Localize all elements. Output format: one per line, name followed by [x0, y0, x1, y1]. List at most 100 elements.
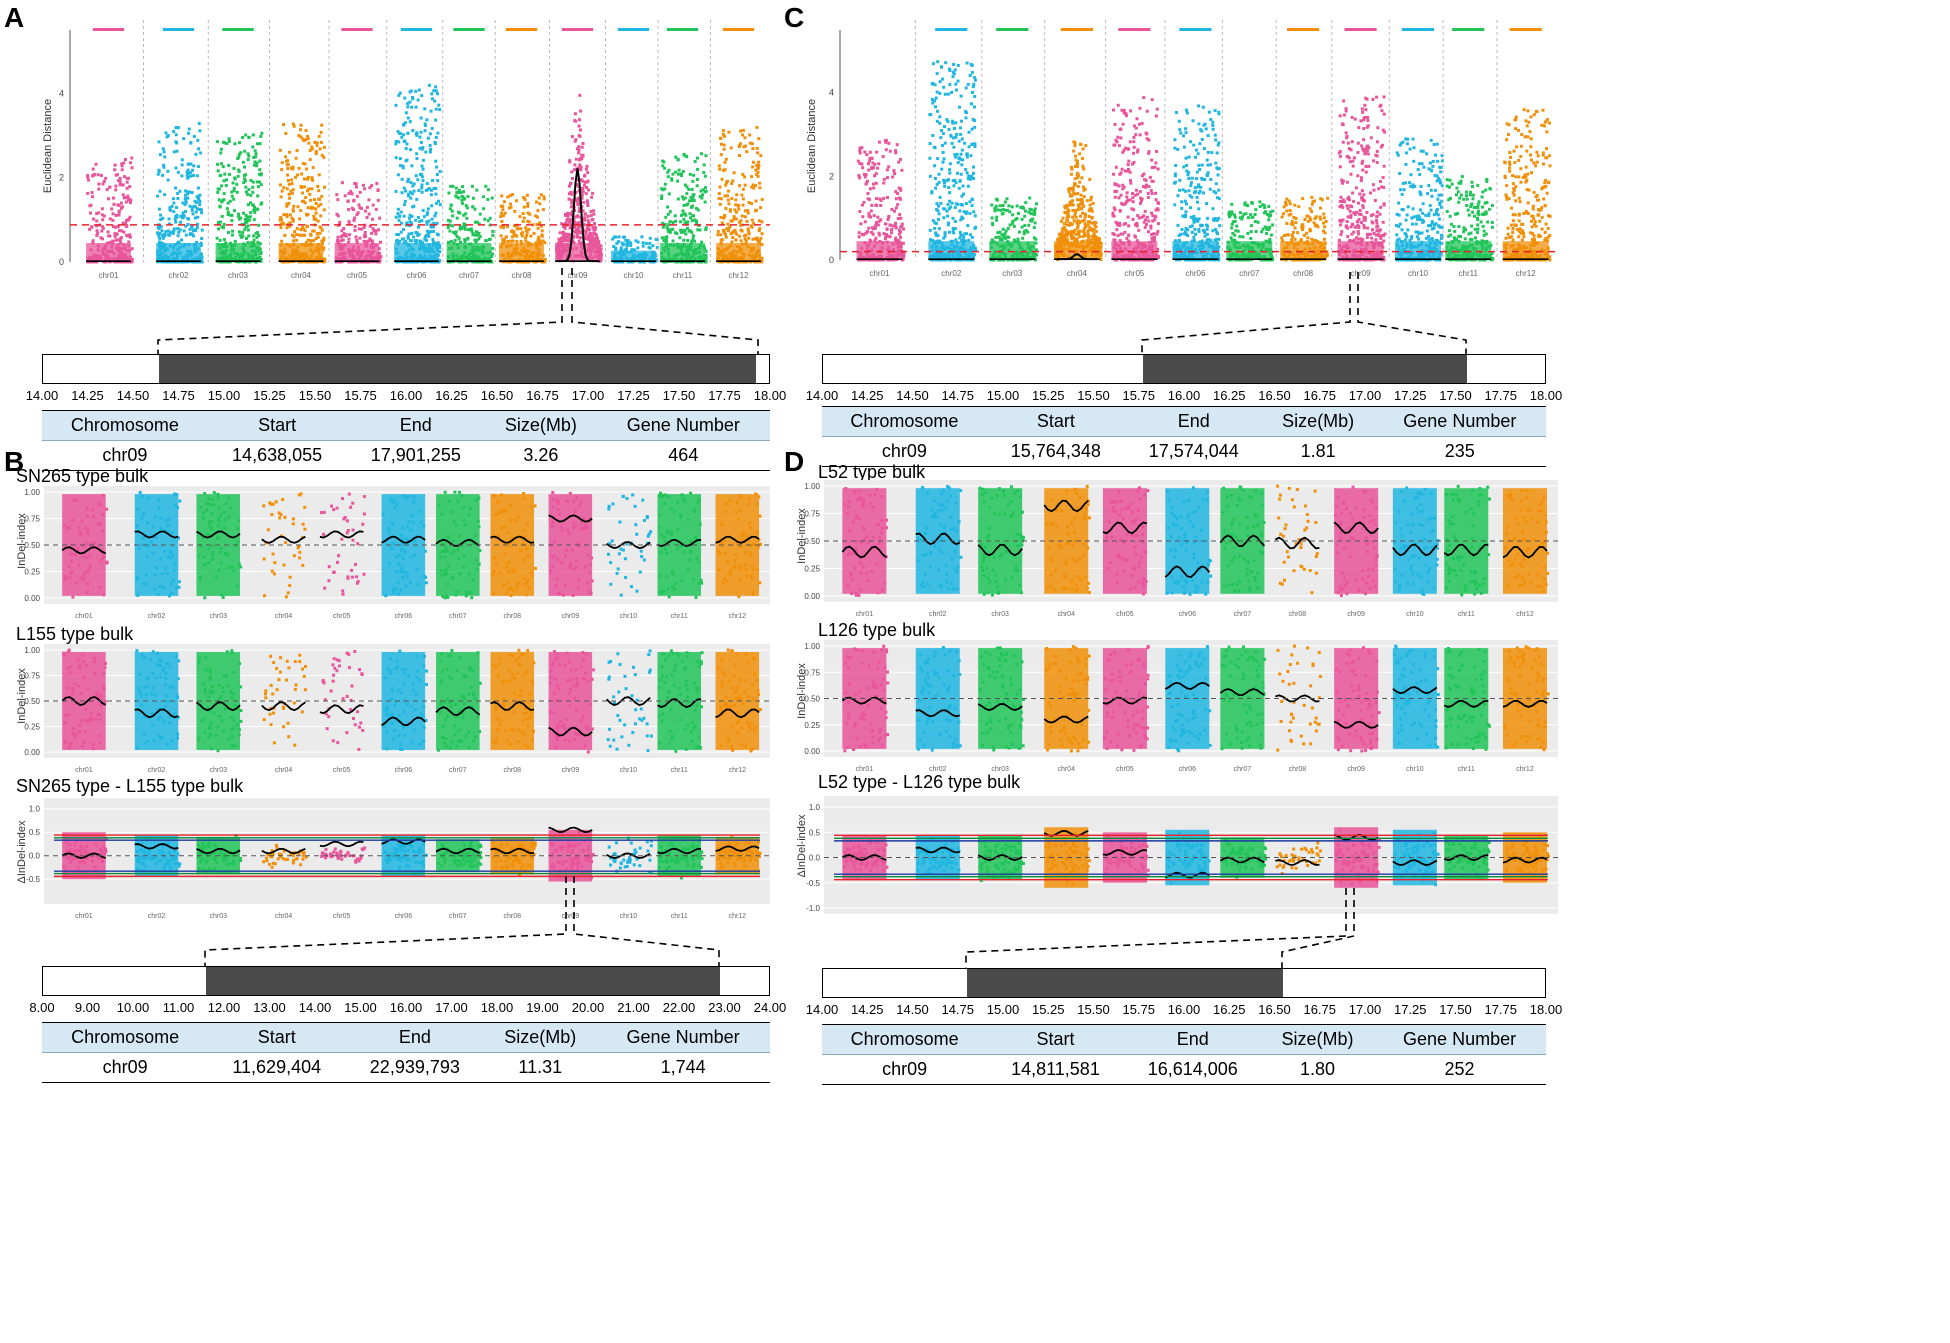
data-point: [731, 236, 735, 240]
data-point: [1072, 149, 1076, 153]
data-point: [397, 218, 401, 222]
data-point: [459, 191, 463, 195]
data-point: [319, 130, 323, 134]
data-point: [577, 184, 581, 188]
data-point: [1145, 137, 1149, 141]
data-point: [729, 146, 733, 150]
data-point: [680, 195, 684, 199]
data-point: [570, 170, 574, 174]
data-point: [188, 204, 192, 208]
data-point: [745, 150, 749, 154]
data-point: [563, 226, 567, 230]
data-point: [964, 212, 968, 216]
data-point: [1089, 195, 1093, 199]
data-point: [300, 225, 304, 229]
data-point: [1116, 234, 1120, 238]
data-point: [364, 240, 368, 244]
data-point: [363, 234, 367, 238]
data-point: [1125, 236, 1129, 240]
chr-label: chr11: [673, 271, 693, 280]
data-point: [730, 181, 734, 185]
data-point: [704, 189, 708, 193]
data-point: [119, 201, 123, 205]
data-point: [1098, 252, 1102, 256]
data-point: [513, 224, 517, 228]
data-point: [1111, 213, 1115, 217]
data-point: [970, 91, 974, 95]
data-point: [246, 218, 250, 222]
data-point: [700, 193, 704, 197]
data-point: [363, 187, 367, 191]
data-point: [625, 244, 629, 248]
data-point: [95, 229, 99, 233]
data-point: [748, 141, 752, 145]
data-point: [750, 175, 754, 179]
data-point: [233, 142, 237, 146]
data-point: [466, 194, 470, 198]
data-point: [894, 149, 898, 153]
data-point: [896, 216, 900, 220]
data-point: [358, 190, 362, 194]
data-point: [394, 239, 398, 243]
data-point: [111, 212, 115, 216]
data-point: [221, 165, 225, 169]
data-point: [570, 201, 574, 205]
data-point: [235, 182, 239, 186]
data-point: [196, 215, 200, 219]
data-point: [1126, 169, 1130, 173]
data-point: [455, 216, 459, 220]
data-point: [935, 109, 939, 113]
data-point: [451, 214, 455, 218]
data-point: [111, 224, 115, 228]
data-point: [226, 213, 230, 217]
data-point: [969, 154, 973, 158]
data-point: [297, 134, 301, 138]
data-point: [172, 229, 176, 233]
data-point: [288, 196, 292, 200]
data-point: [564, 235, 568, 239]
data-point: [287, 192, 291, 196]
data-point: [578, 207, 582, 211]
data-point: [958, 126, 962, 130]
data-point: [733, 228, 737, 232]
data-point: [559, 236, 563, 240]
data-point: [870, 230, 874, 234]
data-point: [663, 187, 667, 191]
data-point: [900, 168, 904, 172]
data-point: [284, 155, 288, 159]
data-point: [972, 253, 976, 257]
data-point: [1099, 254, 1103, 258]
data-point: [244, 185, 248, 189]
data-point: [255, 235, 259, 239]
data-point: [200, 255, 204, 259]
data-point: [463, 240, 467, 244]
data-point: [898, 235, 902, 239]
data-point: [640, 235, 644, 239]
data-point: [570, 177, 574, 181]
data-point: [933, 176, 937, 180]
data-point: [312, 214, 316, 218]
data-point: [873, 162, 877, 166]
data-point: [579, 156, 583, 160]
data-point: [416, 98, 420, 102]
data-point: [1072, 219, 1076, 223]
data-point: [990, 216, 994, 220]
data-point: [1146, 230, 1150, 234]
data-point: [125, 233, 129, 237]
data-point: [673, 231, 677, 235]
data-point: [437, 199, 441, 203]
data-point: [587, 228, 591, 232]
data-point: [159, 213, 163, 217]
data-point: [1007, 204, 1011, 208]
data-point: [407, 232, 411, 236]
data-point: [294, 175, 298, 179]
data-point: [1076, 219, 1080, 223]
data-point: [257, 234, 261, 238]
data-point: [698, 228, 702, 232]
data-point: [1076, 230, 1080, 234]
data-point: [305, 189, 309, 193]
data-point: [585, 199, 589, 203]
data-point: [429, 109, 433, 113]
data-point: [867, 212, 871, 216]
data-point: [280, 217, 284, 221]
